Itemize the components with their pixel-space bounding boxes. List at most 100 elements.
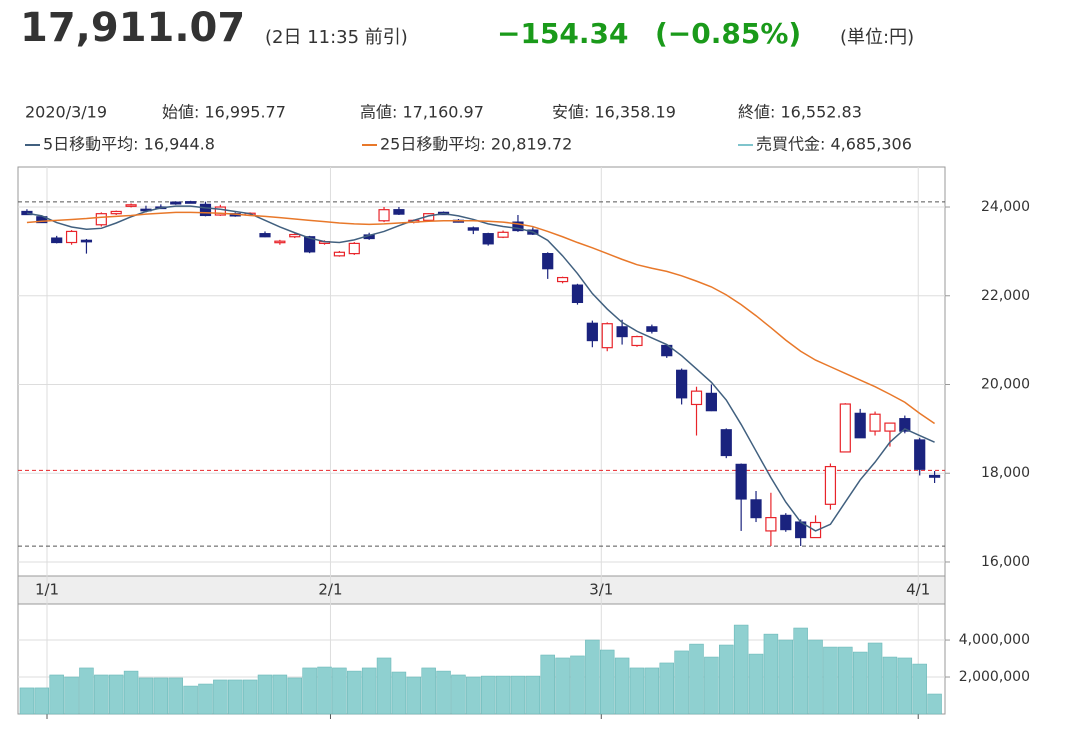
volume-bar	[555, 657, 570, 715]
candle-body	[884, 422, 896, 432]
volume-bar	[763, 633, 779, 715]
volume-bar	[629, 667, 645, 715]
volume-bar	[912, 663, 927, 715]
volume-bar	[808, 639, 823, 715]
y-tick-label: 4,000,000	[959, 632, 1030, 648]
volume-bar	[733, 624, 749, 715]
volume-bar	[317, 666, 332, 715]
candle-body	[556, 276, 569, 283]
candle-body	[780, 514, 792, 531]
ma-line	[26, 205, 935, 532]
volume-bar	[719, 644, 734, 715]
candle-body	[928, 474, 941, 478]
change-pct: (−0.85%)	[655, 17, 801, 50]
volume-bar	[108, 674, 124, 715]
volume-bar	[570, 655, 585, 715]
volume-bar	[79, 667, 94, 715]
legend-label: 5日移動平均: 16,944.8	[43, 135, 215, 154]
volume-bar	[94, 674, 109, 715]
volume-bar	[882, 656, 898, 715]
legend-label: 売買代金: 4,685,306	[756, 135, 912, 154]
candle-body	[110, 210, 122, 215]
volume-bar	[64, 676, 79, 715]
candle-body	[348, 242, 360, 255]
info: 始値: 16,995.77	[162, 103, 286, 122]
candle-body	[542, 253, 554, 270]
volume-bar	[778, 639, 794, 715]
volume-bar	[689, 643, 704, 715]
date-band	[17, 575, 946, 605]
price: 17,911.07	[20, 5, 245, 51]
candle-body	[809, 521, 822, 539]
volume-bar	[34, 687, 50, 715]
info: 高値: 17,160.97	[360, 103, 484, 122]
candle-body	[512, 221, 524, 232]
volume-bar	[704, 656, 719, 715]
volume-bar	[838, 646, 853, 715]
candle-body	[571, 284, 584, 304]
volume-bar	[674, 650, 689, 715]
candle-body	[631, 335, 643, 347]
candle-body	[690, 390, 703, 406]
volume-bar	[406, 676, 422, 715]
candle-body	[705, 392, 717, 412]
y-tick-label: 20,000	[981, 377, 1030, 393]
volume-bar	[376, 657, 392, 715]
info: 2020/3/19	[25, 103, 107, 122]
volume-bar	[153, 677, 169, 715]
candle-body	[467, 227, 479, 231]
volume-bar	[659, 662, 674, 715]
candle-body	[839, 403, 851, 453]
y-tick-label: 16,000	[981, 554, 1030, 570]
volume-bar	[49, 674, 64, 715]
volume-bar	[897, 657, 913, 715]
volume-bar	[391, 671, 407, 715]
volume-bar	[793, 627, 808, 715]
candle-body	[914, 439, 926, 470]
volume-bar	[540, 654, 555, 715]
candle-body	[378, 209, 390, 222]
volume-bar	[585, 639, 600, 715]
volume-bar	[123, 670, 139, 715]
volume-bar	[451, 674, 466, 715]
candle-body	[95, 213, 107, 226]
candle-body	[304, 236, 316, 253]
candle-body	[125, 204, 137, 207]
candle-body	[21, 210, 33, 216]
volume-bar	[867, 642, 883, 715]
volume-bar	[19, 687, 35, 715]
x-tick-label: 2/1	[318, 581, 342, 599]
x-tick-label: 4/1	[906, 581, 930, 599]
legend-label: 25日移動平均: 20,819.72	[380, 135, 572, 154]
candle-body	[735, 463, 747, 500]
candle-body	[289, 233, 301, 238]
candle-body	[765, 517, 777, 532]
volume-bar	[644, 667, 660, 715]
candle-body	[869, 413, 881, 432]
volume-bar	[302, 667, 317, 715]
candle-body	[185, 201, 197, 204]
y-tick-label: 22,000	[981, 288, 1030, 304]
volume-bar	[183, 685, 198, 715]
volume-bar	[138, 677, 154, 715]
candle-body	[259, 233, 271, 238]
candle-body	[65, 230, 78, 244]
volume-bar	[272, 674, 288, 715]
volume-bar	[332, 667, 347, 715]
volume-bar	[823, 646, 838, 715]
volume-bar	[421, 667, 436, 715]
unit: (単位:円)	[840, 27, 914, 48]
volume-bar	[228, 679, 243, 715]
y-tick-label: 2,000,000	[959, 669, 1030, 685]
volume-bar	[599, 649, 615, 715]
info: 終値: 16,552.83	[738, 103, 862, 122]
volume-bar	[466, 676, 481, 715]
volume-bar	[495, 675, 511, 715]
volume-bar	[213, 679, 228, 715]
volume-bar	[748, 653, 764, 715]
volume-bar	[168, 677, 183, 715]
volume-bar	[614, 657, 630, 715]
candle-body	[170, 201, 182, 205]
x-tick-label: 1/1	[35, 581, 59, 599]
